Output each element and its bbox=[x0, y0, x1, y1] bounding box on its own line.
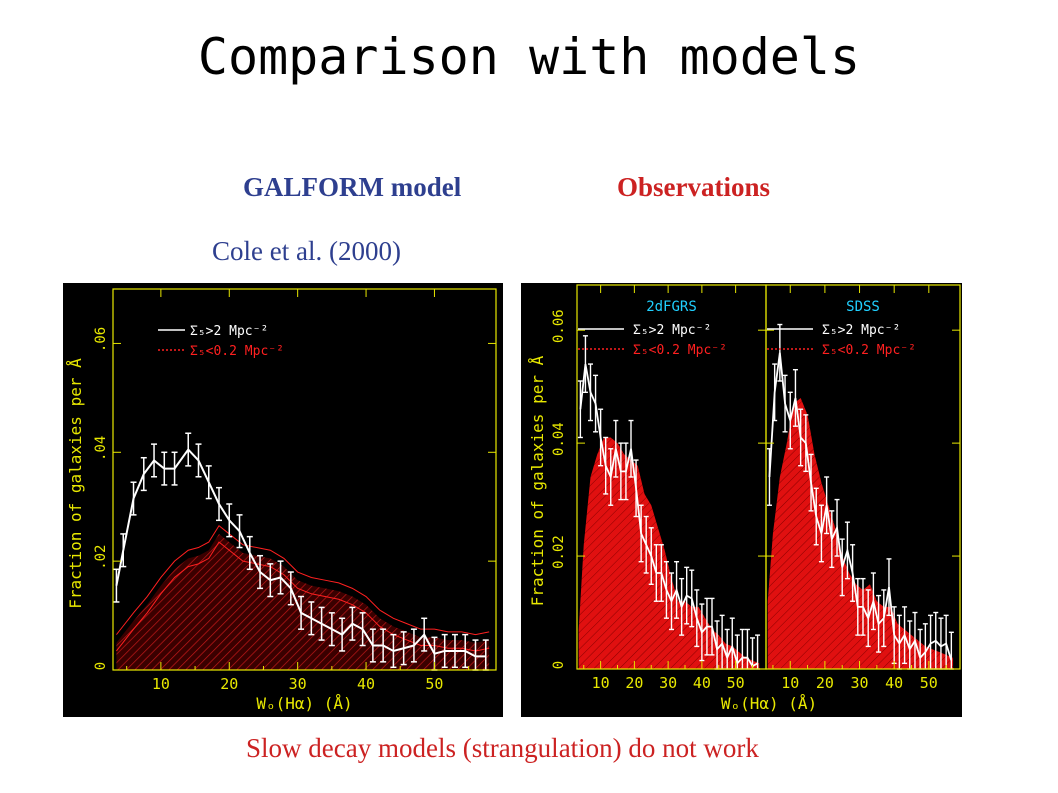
sdss-xtick-label: 30 bbox=[851, 674, 869, 692]
sdss-xtick-label: 20 bbox=[816, 674, 834, 692]
observations-label: Observations bbox=[617, 172, 771, 202]
obs-ytick-label: 0 bbox=[551, 661, 567, 669]
model-chart: 10 20 30 40 50 0 .02 .04 .06 Wₒ(Hα) (Å) Fraction o… bbox=[63, 283, 503, 717]
conclusion-text: Slow decay models (strangulation) do not… bbox=[246, 733, 759, 763]
twodf-low-density-area bbox=[578, 437, 760, 669]
obs-ylabel: Fraction of galaxies per Å bbox=[528, 355, 547, 606]
legend-label-high: Σ₅>2 Mpc⁻² bbox=[190, 324, 268, 339]
twodf-xtick-label: 10 bbox=[592, 674, 610, 692]
sdss-legend-label-high: Σ₅>2 Mpc⁻² bbox=[822, 323, 900, 338]
sdss-low-density-area bbox=[767, 397, 954, 669]
sdss-legend-label-low: Σ₅<0.2 Mpc⁻² bbox=[822, 343, 916, 358]
model-xtick-label: 50 bbox=[425, 675, 443, 693]
twodf-panel-title: 2dFGRS bbox=[646, 299, 697, 315]
model-xlabel: Wₒ(Hα) (Å) bbox=[256, 694, 352, 713]
model-xtick-label: 40 bbox=[357, 675, 375, 693]
model-ylabel: Fraction of galaxies per Å bbox=[66, 358, 85, 609]
twodf-xtick-label: 50 bbox=[727, 674, 745, 692]
twodf-xtick-label: 20 bbox=[625, 674, 643, 692]
twodf-high-density-line bbox=[579, 363, 759, 668]
twodf-legend-label-high: Σ₅>2 Mpc⁻² bbox=[633, 323, 711, 338]
model-xtick-label: 10 bbox=[152, 675, 170, 693]
twodf-xtick-label: 40 bbox=[693, 674, 711, 692]
sdss-xtick-label: 10 bbox=[781, 674, 799, 692]
low-density-band-upper bbox=[116, 525, 490, 636]
twodf-legend-label-low: Σ₅<0.2 Mpc⁻² bbox=[633, 343, 727, 358]
low-density-band-lower bbox=[116, 541, 490, 652]
observations-chart: 10 20 30 40 50 2dFGRS Σ₅>2 Mpc⁻² Σ₅<0.2 Mpc⁻² 10… bbox=[521, 283, 962, 717]
obs-ytick-label: 0.06 bbox=[551, 309, 567, 343]
obs-ytick-label: 0.04 bbox=[551, 422, 567, 456]
sdss-panel-title: SDSS bbox=[846, 299, 880, 315]
model-xtick-label: 20 bbox=[220, 675, 238, 693]
obs-ytick-label: 0.02 bbox=[551, 535, 567, 569]
sdss-frame bbox=[765, 284, 961, 670]
model-ytick-label: .06 bbox=[93, 327, 109, 352]
model-ytick-label: 0 bbox=[93, 662, 109, 670]
model-frame bbox=[112, 288, 497, 671]
galform-model-label: GALFORM model bbox=[243, 172, 462, 202]
sdss-high-density-line bbox=[768, 352, 953, 661]
legend-label-low: Σ₅<0.2 Mpc⁻² bbox=[190, 344, 284, 359]
model-ytick-label: .02 bbox=[93, 544, 109, 569]
sdss-xtick-label: 40 bbox=[885, 674, 903, 692]
obs-xlabel: Wₒ(Hα) (Å) bbox=[721, 694, 817, 713]
twodf-xtick-label: 30 bbox=[659, 674, 677, 692]
model-xtick-label: 30 bbox=[289, 675, 307, 693]
slide-title: Comparison with models bbox=[197, 28, 861, 86]
sdss-xtick-label: 50 bbox=[920, 674, 938, 692]
citation-label: Cole et al. (2000) bbox=[212, 236, 401, 266]
model-ytick-label: .04 bbox=[93, 436, 109, 461]
